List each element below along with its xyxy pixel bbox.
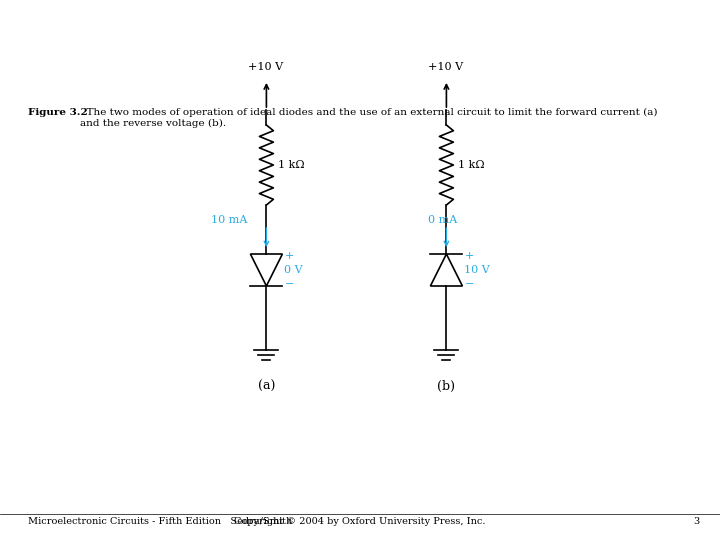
Text: 10 V: 10 V bbox=[464, 265, 490, 275]
Text: (b): (b) bbox=[438, 380, 455, 393]
Text: +: + bbox=[464, 251, 474, 261]
Text: 1 kΩ: 1 kΩ bbox=[459, 160, 485, 170]
Text: Microelectronic Circuits - Fifth Edition   Sedra/Smith: Microelectronic Circuits - Fifth Edition… bbox=[28, 517, 292, 526]
Text: −: − bbox=[464, 279, 474, 289]
Text: +10 V: +10 V bbox=[428, 62, 464, 72]
Text: 1 kΩ: 1 kΩ bbox=[279, 160, 305, 170]
Text: The two modes of operation of ideal diodes and the use of an external circuit to: The two modes of operation of ideal diod… bbox=[80, 108, 657, 127]
Text: 3: 3 bbox=[694, 517, 700, 526]
Text: 10 mA: 10 mA bbox=[212, 215, 248, 225]
Text: (a): (a) bbox=[258, 380, 275, 393]
Text: 0 mA: 0 mA bbox=[428, 215, 458, 225]
Text: +: + bbox=[284, 251, 294, 261]
Text: 0 V: 0 V bbox=[284, 265, 303, 275]
Text: Copyright © 2004 by Oxford University Press, Inc.: Copyright © 2004 by Oxford University Pr… bbox=[234, 517, 486, 526]
Text: +10 V: +10 V bbox=[248, 62, 284, 72]
Text: −: − bbox=[284, 279, 294, 289]
Text: Figure 3.2: Figure 3.2 bbox=[28, 108, 88, 117]
